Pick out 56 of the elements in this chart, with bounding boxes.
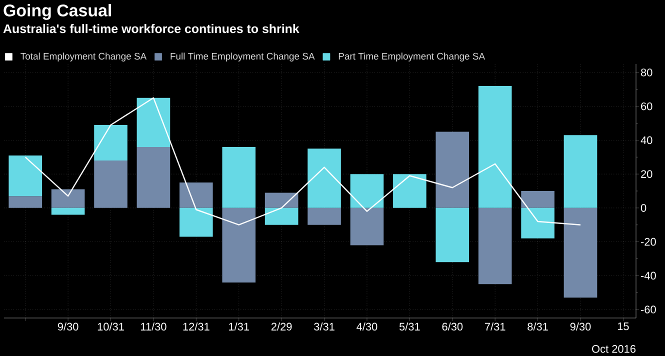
bar	[8, 196, 42, 208]
bar	[393, 174, 426, 208]
bar	[136, 146, 170, 208]
bar	[350, 208, 384, 246]
x-tick-label: 8/31	[528, 322, 548, 331]
y-tick-label: 40	[640, 136, 652, 144]
bar	[51, 189, 85, 208]
bar	[94, 160, 128, 208]
x-tick-label: 15	[618, 322, 629, 330]
x-tick-label: 5/31	[399, 322, 420, 331]
chart-title: Going Casual	[4, 4, 111, 20]
bar	[180, 182, 213, 208]
x-tick-label: 12/31	[183, 322, 210, 331]
y-tick-label: -20	[641, 238, 656, 246]
bar	[308, 208, 341, 225]
bar	[436, 208, 470, 262]
bar	[521, 208, 554, 238]
x-tick-label: 4/30	[356, 322, 378, 331]
x-tick-label: 2/29	[271, 322, 292, 331]
y-tick-label: 60	[641, 102, 652, 110]
bar	[521, 191, 554, 208]
x-tick-label: 3/31	[314, 322, 334, 331]
bar	[51, 208, 85, 215]
bar	[8, 155, 42, 196]
x-tick-label: 10/31	[98, 322, 124, 331]
x-tick-label: 6/30	[442, 322, 463, 331]
bar	[94, 124, 128, 161]
bar	[264, 208, 298, 225]
y-tick-label: -60	[641, 306, 656, 314]
x-axis-title: Oct 2016	[592, 345, 636, 353]
y-tick-label: 0	[640, 204, 646, 212]
bar	[222, 208, 256, 282]
y-tick-label: -40	[641, 272, 656, 280]
x-tick-label: 7/31	[484, 322, 506, 331]
x-tick-label: 9/30	[570, 322, 591, 331]
bar	[222, 146, 256, 208]
bar	[564, 135, 598, 208]
x-tick-label: 11/30	[140, 322, 166, 331]
legend-label: Part Time Employment Change SA	[338, 52, 486, 62]
bar	[478, 208, 512, 284]
bar	[136, 98, 170, 147]
bar	[478, 86, 512, 208]
x-tick-label: 1/31	[229, 322, 250, 331]
x-tick-label: 9/30	[58, 322, 78, 331]
legend-label: Full Time Employment Change SA	[170, 52, 315, 62]
legend-label: Total Employment Change SA	[20, 52, 147, 62]
bar	[180, 208, 213, 237]
chart-subtitle: Australia's full-time workforce continues to shrink	[3, 24, 300, 34]
bar	[564, 208, 598, 298]
bar	[350, 174, 384, 208]
bar	[264, 192, 298, 208]
bar	[308, 148, 341, 208]
line-series	[24, 97, 582, 226]
y-tick-label: 80	[640, 68, 652, 76]
y-tick-label: 20	[641, 170, 652, 178]
bar	[436, 132, 470, 208]
